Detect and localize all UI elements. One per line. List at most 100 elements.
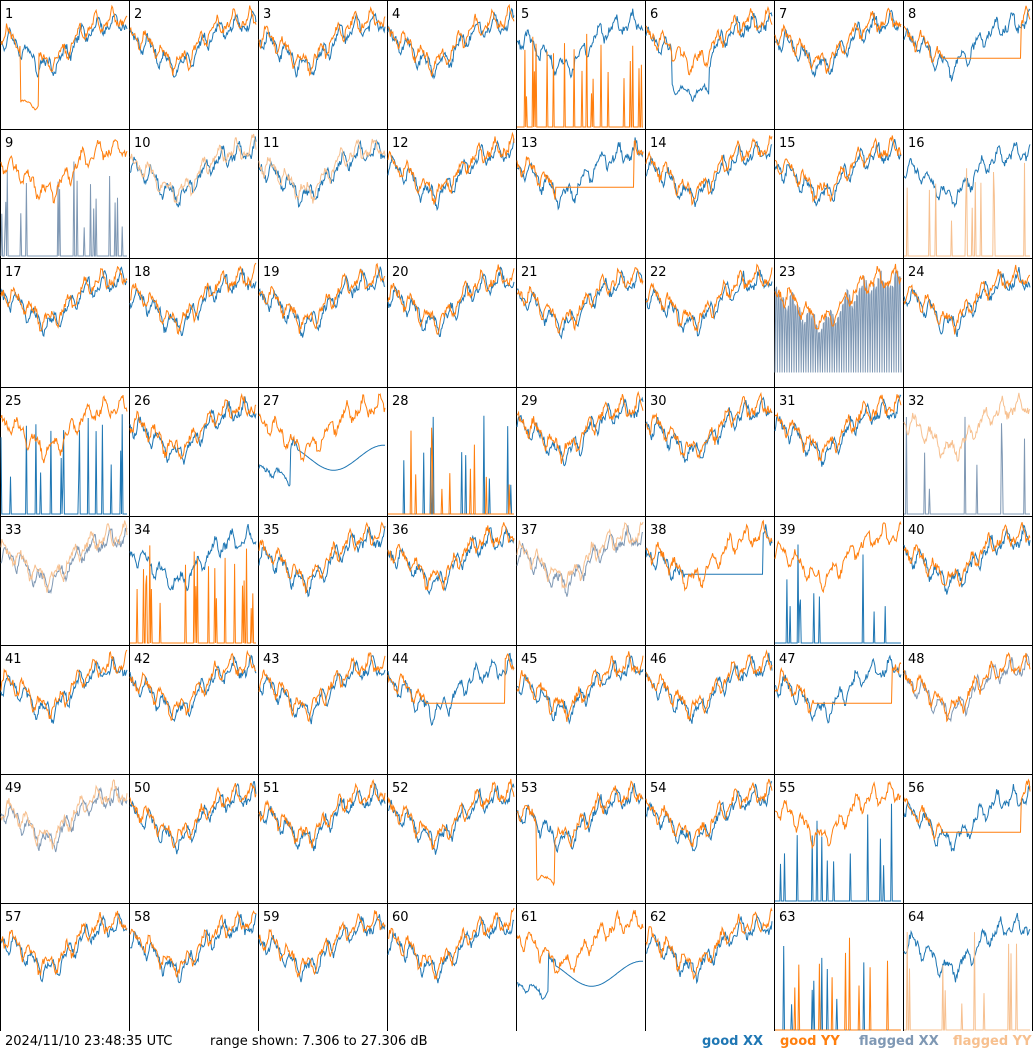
panel-label: 8 [908,7,916,22]
yy-series-10 [129,133,257,204]
panel-17: 17 [0,258,130,388]
yy-series-48 [903,651,1031,723]
panel-6: 6 [645,0,775,130]
panel-35: 35 [258,516,388,646]
panel-label: 29 [521,394,538,409]
panel-label: 32 [908,394,925,409]
xx-series-48 [903,653,1031,723]
panel-7: 7 [774,0,904,130]
panel-14: 14 [645,129,775,259]
xx-series-17 [0,266,128,338]
panel-62: 62 [645,903,775,1031]
panel-border [0,903,130,1031]
yy-series-11 [258,138,386,204]
panel-label: 3 [263,7,271,22]
xx-series-64 [903,912,1031,983]
panel-55: 55 [774,774,904,904]
yy-series-51 [258,779,386,849]
panel-label: 43 [263,652,280,667]
panel-label: 26 [134,394,151,409]
panel-label: 2 [134,7,142,22]
panel-border [774,903,904,1031]
panel-label: 12 [392,136,409,151]
panel-label: 52 [392,781,409,796]
panel-2: 2 [129,0,259,130]
yy-series-1 [0,4,128,111]
panel-label: 53 [521,781,538,796]
panel-26: 26 [129,387,259,517]
panel-label: 13 [521,136,538,151]
panel-52: 52 [387,774,517,904]
panel-49: 49 [0,774,130,904]
xx-series-25 [0,414,127,515]
yy-series-4 [387,3,515,77]
panel-border [129,903,259,1031]
yy-series-58 [129,910,257,978]
panel-23: 23 [774,258,904,388]
panel-border [516,903,646,1031]
panel-label: 9 [5,136,13,151]
panel-56: 56 [903,774,1033,904]
panel-label: 40 [908,523,925,538]
yy-series-49 [0,779,128,850]
yy-series-5 [517,33,643,128]
panel-border [903,516,1033,646]
yy-series-35 [258,521,386,595]
panel-border [516,129,646,259]
panel-label: 1 [5,7,13,22]
panel-label: 51 [263,781,280,796]
xx-series-29 [516,396,644,467]
panel-36: 36 [387,516,517,646]
panel-18: 18 [129,258,259,388]
panel-54: 54 [645,774,775,904]
panel-label: 23 [779,265,796,280]
panel-label: 56 [908,781,925,796]
yy-series-13 [516,139,644,200]
panel-21: 21 [516,258,646,388]
panel-border [0,774,130,904]
xx-series-20 [387,266,515,338]
panel-label: 17 [5,265,22,280]
panel-label: 10 [134,136,151,151]
panel-label: 28 [392,394,409,409]
panel-label: 64 [908,910,925,925]
yy-series-32 [903,392,1031,463]
panel-border [516,387,646,517]
panel-label: 60 [392,910,409,925]
panel-53: 53 [516,774,646,904]
panel-border [645,645,775,775]
panel-38: 38 [645,516,775,646]
range-text: range shown: 7.306 to 27.306 dB [210,1034,428,1049]
panel-1: 1 [0,0,130,130]
yy-series-63 [775,937,901,1031]
yy-series-41 [0,649,128,720]
xx-series-55 [775,803,901,902]
panel-29: 29 [516,387,646,517]
legend-flagged-yy: flagged YY [953,1034,1032,1049]
panel-label: 22 [650,265,667,280]
panel-border [645,387,775,517]
panel-border [129,774,259,904]
yy-series-3 [258,6,386,77]
yy-series-55 [774,780,902,850]
yy-series-34 [130,545,256,644]
panel-31: 31 [774,387,904,517]
panel-19: 19 [258,258,388,388]
panel-24: 24 [903,258,1033,388]
yy-series-43 [258,652,386,723]
yy-series-28 [388,427,514,515]
panel-border [258,516,388,646]
panel-22: 22 [645,258,775,388]
xx-series-19 [258,266,386,338]
panel-28: 28 [387,387,517,517]
yy-series-53 [516,780,644,887]
panel-label: 55 [779,781,796,796]
panel-61: 61 [516,903,646,1031]
yy-series-37 [516,521,644,589]
panel-57: 57 [0,903,130,1031]
panel-42: 42 [129,645,259,775]
panel-50: 50 [129,774,259,904]
panel-27: 27 [258,387,388,517]
panel-11: 11 [258,129,388,259]
panel-border [903,258,1033,388]
